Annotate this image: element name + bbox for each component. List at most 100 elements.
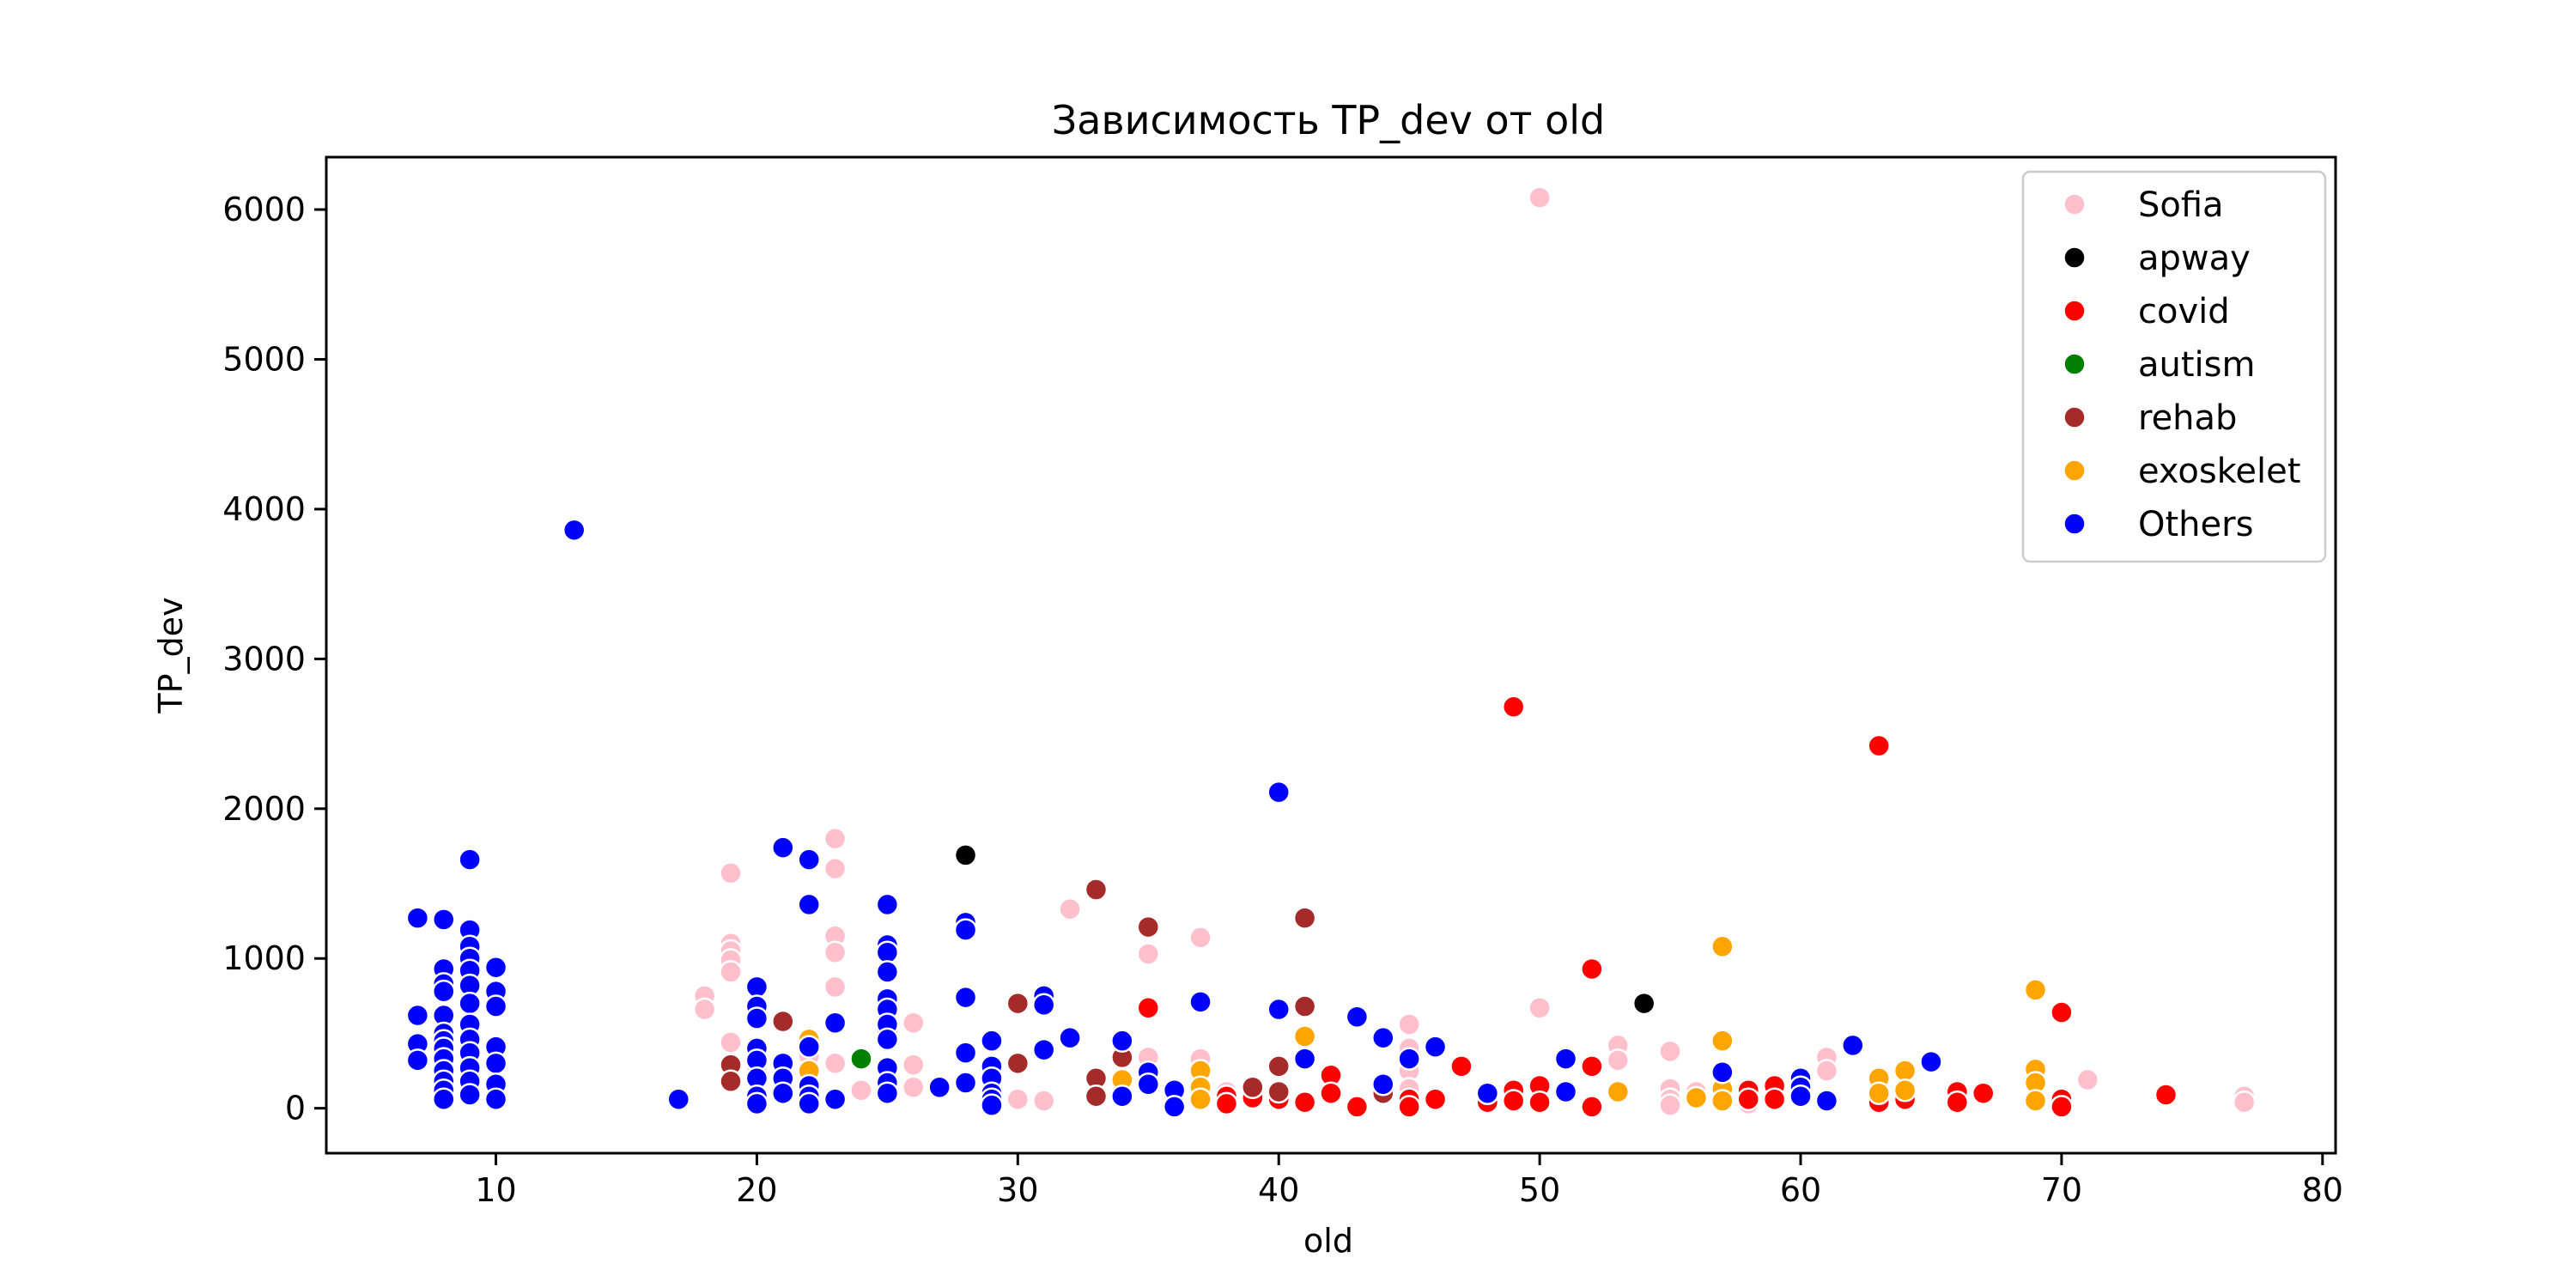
series-apway — [953, 843, 1656, 1016]
data-point — [1084, 878, 1109, 902]
data-point — [432, 979, 456, 1004]
data-point — [1580, 1095, 1604, 1119]
data-point — [1631, 991, 1656, 1016]
legend-marker — [2063, 405, 2087, 429]
x-tick-label: 50 — [1519, 1171, 1560, 1209]
data-point — [1371, 1072, 1395, 1097]
x-tick-label: 70 — [2041, 1171, 2082, 1209]
x-axis-label: old — [1303, 1222, 1353, 1260]
y-tick-label: 4000 — [222, 490, 306, 528]
data-point — [2075, 1067, 2100, 1092]
data-point — [458, 991, 482, 1016]
legend-label: autism — [2138, 345, 2255, 385]
data-point — [1553, 1079, 1578, 1104]
data-point — [1110, 1084, 1134, 1109]
series-others — [405, 518, 1943, 1119]
data-point — [1945, 1090, 1970, 1115]
data-point — [2023, 978, 2048, 1002]
data-point — [1319, 1081, 1343, 1105]
data-point — [1710, 1060, 1735, 1084]
data-point — [1005, 991, 1030, 1016]
data-point — [953, 843, 978, 867]
legend-label: covid — [2138, 292, 2230, 331]
data-point — [1658, 1039, 1682, 1064]
data-point — [1241, 1075, 1265, 1099]
data-point — [1084, 1084, 1109, 1109]
data-point — [875, 892, 900, 917]
data-point — [875, 1081, 900, 1105]
data-point — [405, 906, 430, 930]
data-point — [1005, 1051, 1030, 1076]
data-point — [1893, 1059, 1917, 1083]
legend-marker — [2063, 352, 2087, 376]
data-point — [1188, 990, 1212, 1014]
axis-ticks: 10 20 30 40 50 60 70 80 0 1000 2000 3000 4000 5000 600… — [222, 191, 2343, 1209]
data-point — [797, 848, 821, 872]
data-point — [562, 518, 586, 543]
data-point — [980, 1029, 1004, 1053]
data-point — [1919, 1049, 1943, 1074]
data-point — [1267, 1079, 1291, 1104]
data-point — [875, 960, 900, 984]
data-point — [1580, 957, 1604, 981]
x-tick-label: 20 — [736, 1171, 777, 1209]
data-point — [1267, 997, 1291, 1022]
data-point — [1867, 1081, 1891, 1105]
data-point — [1188, 1087, 1212, 1111]
data-point — [1136, 1072, 1161, 1097]
data-point — [1423, 1087, 1448, 1111]
legend-marker — [2063, 299, 2087, 323]
data-point — [875, 940, 900, 965]
data-point — [719, 861, 743, 885]
data-point — [927, 1075, 951, 1099]
y-tick-label: 0 — [285, 1090, 306, 1127]
data-point — [875, 1027, 900, 1052]
data-point — [1762, 1087, 1787, 1111]
data-point — [1162, 1095, 1187, 1119]
data-point — [719, 960, 743, 984]
data-point — [1397, 1012, 1421, 1036]
data-point — [953, 1041, 978, 1065]
data-point — [1606, 1048, 1631, 1072]
data-point — [744, 975, 769, 999]
x-tick-label: 40 — [1258, 1171, 1299, 1209]
data-point — [1292, 1090, 1317, 1115]
data-point — [1553, 1047, 1578, 1071]
data-point — [771, 1009, 795, 1034]
data-point — [1136, 942, 1161, 966]
data-point — [1267, 780, 1291, 805]
data-point — [849, 1047, 873, 1071]
data-point — [432, 1087, 456, 1111]
data-point — [458, 1083, 482, 1107]
legend-label: rehab — [2138, 398, 2237, 438]
data-point — [1684, 1085, 1709, 1110]
data-point — [1136, 996, 1161, 1020]
data-points — [405, 185, 2257, 1119]
data-point — [1814, 1089, 1839, 1113]
data-point — [1736, 1087, 1760, 1111]
chart-title: Зависимость TP_dev от old — [1052, 97, 1605, 143]
data-point — [953, 918, 978, 942]
data-point — [849, 1078, 873, 1103]
data-point — [405, 1003, 430, 1028]
data-point — [483, 955, 508, 980]
data-point — [1397, 1047, 1421, 1071]
data-point — [1031, 1089, 1056, 1113]
data-point — [1606, 1079, 1631, 1104]
data-point — [1789, 1084, 1813, 1109]
legend-marker — [2063, 512, 2087, 536]
data-point — [1710, 1089, 1735, 1113]
data-point — [1188, 926, 1212, 950]
data-point — [1710, 1029, 1735, 1053]
data-point — [823, 856, 848, 881]
data-point — [1710, 934, 1735, 959]
data-point — [483, 1087, 508, 1111]
data-point — [1501, 1089, 1526, 1113]
data-point — [1292, 994, 1317, 1018]
x-tick-label: 10 — [475, 1171, 516, 1209]
legend-box — [2021, 170, 2327, 563]
legend: Sofia apway covid autism rehab exoskelet Other… — [2021, 170, 2327, 563]
data-point — [823, 826, 848, 851]
data-point — [458, 848, 482, 872]
